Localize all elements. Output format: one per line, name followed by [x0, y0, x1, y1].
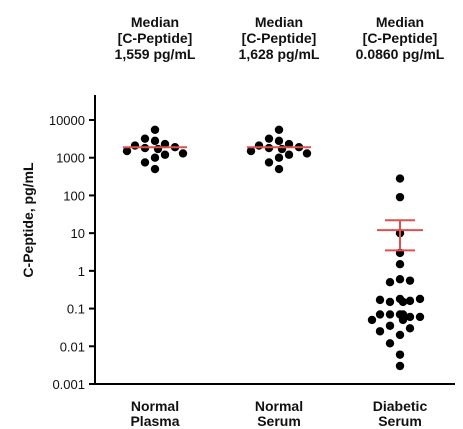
data-point — [264, 134, 274, 143]
median-annotation-value: 1,628 pg/mL — [238, 46, 320, 62]
y-tick-label: 10000 — [49, 113, 85, 128]
data-point — [178, 149, 188, 158]
data-point — [415, 312, 425, 322]
data-point — [160, 139, 170, 149]
data-point — [405, 324, 415, 333]
x-category-label-line1: Diabetic — [372, 398, 428, 414]
data-point — [160, 150, 170, 159]
data-point — [254, 141, 264, 150]
y-tick-label: 1000 — [56, 151, 85, 166]
y-tick-label: 100 — [63, 188, 85, 203]
median-annotation-line2: [C-Peptide] — [117, 30, 193, 46]
data-point — [284, 139, 294, 149]
data-point — [405, 312, 415, 322]
data-point — [274, 153, 284, 162]
x-category-label-normal-serum: Normal Serum — [219, 399, 339, 429]
data-point — [140, 158, 150, 167]
data-point — [405, 276, 415, 285]
median-annotation-line2: [C-Peptide] — [362, 30, 438, 46]
data-point — [395, 361, 405, 371]
data-point — [274, 125, 284, 134]
median-annotation-value: 0.0860 pg/mL — [355, 46, 445, 62]
data-point — [398, 315, 408, 325]
data-point — [367, 315, 377, 325]
data-point — [274, 136, 284, 146]
data-point — [395, 174, 405, 183]
median-annotation-diabetic-serum: Median [C-Peptide] 0.0860 pg/mL — [340, 14, 460, 62]
data-point — [150, 153, 160, 162]
data-point — [274, 164, 284, 174]
median-annotation-line2: [C-Peptide] — [241, 30, 317, 46]
data-point — [130, 141, 140, 150]
data-point — [122, 146, 132, 156]
data-point — [385, 278, 395, 287]
data-point — [284, 150, 294, 159]
data-point — [140, 134, 150, 143]
data-point — [405, 296, 415, 306]
data-point — [375, 295, 385, 305]
data-point — [385, 310, 395, 319]
y-tick-label: 0.1 — [67, 302, 85, 317]
data-point — [375, 310, 385, 319]
data-point — [395, 330, 405, 340]
y-tick-label: 0.01 — [60, 339, 85, 354]
data-point — [246, 146, 256, 156]
x-category-label-line1: Normal — [254, 398, 304, 414]
median-annotation-line1: Median — [130, 14, 180, 30]
data-point — [385, 297, 395, 307]
data-point — [385, 321, 395, 330]
median-annotation-normal-plasma: Median [C-Peptide] 1,559 pg/mL — [95, 14, 215, 62]
x-category-label-normal-plasma: Normal Plasma — [95, 399, 215, 429]
median-annotation-normal-serum: Median [C-Peptide] 1,628 pg/mL — [219, 14, 339, 62]
x-category-label-line2: Serum — [257, 413, 301, 429]
data-point — [153, 144, 163, 154]
y-tick-label: 10 — [71, 226, 85, 241]
x-category-label-line1: Normal — [130, 398, 180, 414]
data-point — [302, 149, 312, 158]
data-point — [415, 294, 425, 304]
data-point — [277, 144, 287, 154]
data-point — [150, 164, 160, 174]
data-point — [150, 136, 160, 146]
data-point — [375, 327, 385, 336]
data-point — [395, 192, 405, 202]
data-point — [150, 125, 160, 134]
data-point — [385, 339, 395, 348]
y-tick-label: 0.001 — [52, 377, 85, 392]
median-annotation-line1: Median — [375, 14, 425, 30]
median-annotation-line1: Median — [254, 14, 304, 30]
x-category-label-line2: Plasma — [130, 413, 180, 429]
data-point — [398, 297, 408, 307]
x-category-label-line2: Serum — [378, 413, 422, 429]
data-point — [395, 260, 405, 269]
y-tick-label: 1 — [78, 264, 85, 279]
x-category-label-diabetic-serum: Diabetic Serum — [340, 399, 460, 429]
median-annotation-value: 1,559 pg/mL — [114, 46, 196, 62]
data-point — [395, 350, 405, 359]
data-point — [395, 275, 405, 284]
data-point — [264, 158, 274, 167]
